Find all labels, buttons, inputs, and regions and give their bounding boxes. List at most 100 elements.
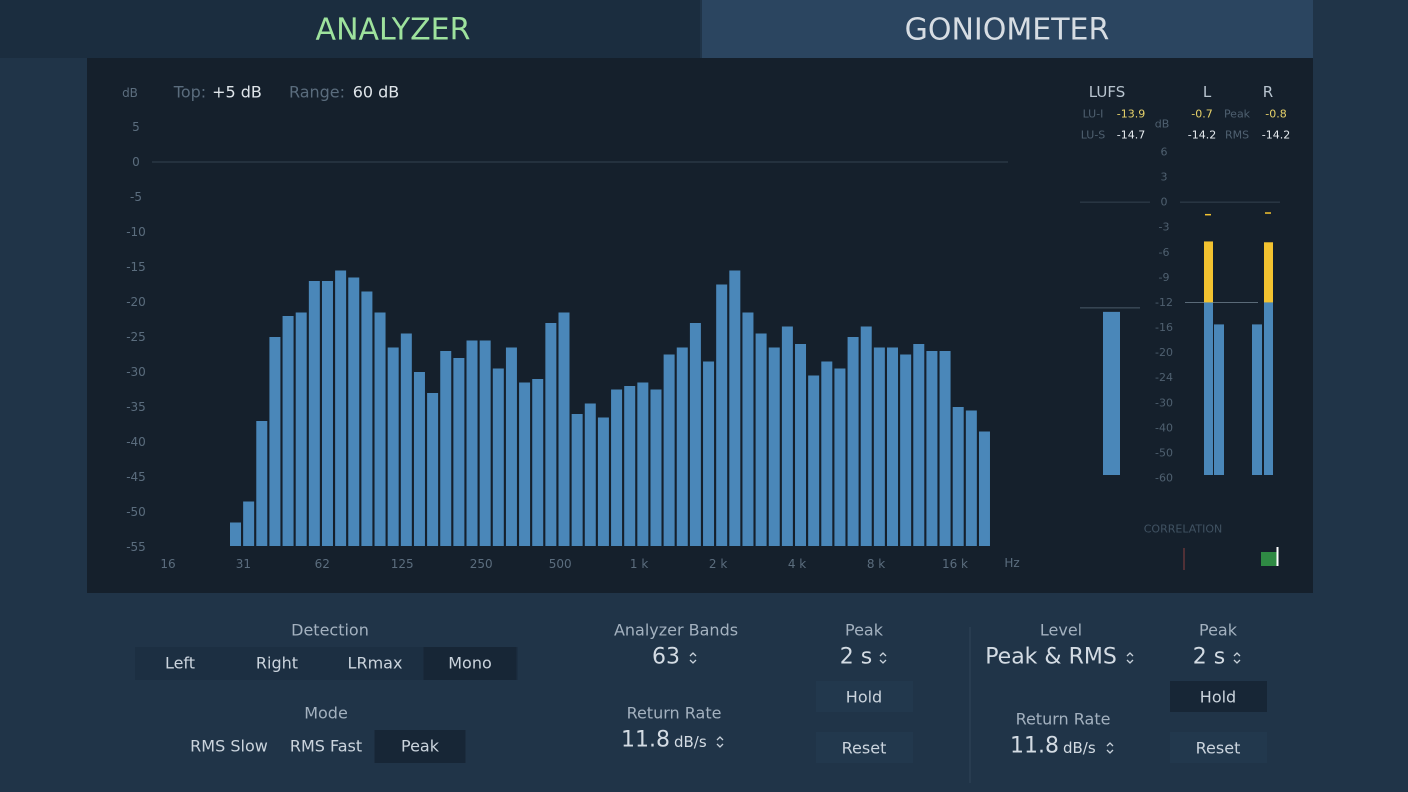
value[interactable]: 11.8: [621, 728, 670, 753]
meter-reading-label: RMS: [1225, 129, 1249, 142]
meter-title: L: [1203, 83, 1212, 101]
bar: [505, 347, 517, 546]
bar: [887, 347, 898, 546]
y-tick-label: -15: [126, 260, 146, 274]
bar: [427, 393, 439, 546]
option-button[interactable]: Mono: [448, 654, 492, 673]
top-value[interactable]: +5 dB: [212, 83, 262, 102]
bar: [545, 323, 557, 546]
control-label: Return Rate: [627, 704, 722, 723]
bar: [256, 421, 268, 546]
stepper-icon[interactable]: [716, 736, 724, 748]
stepper-icon[interactable]: [1233, 652, 1241, 664]
bar: [795, 344, 807, 546]
button[interactable]: [1170, 681, 1267, 712]
meter-tick-label: -16: [1155, 321, 1173, 334]
tab-label[interactable]: ANALYZER: [316, 13, 471, 48]
x-tick-label: 2 k: [709, 557, 727, 571]
x-tick-label: 8 k: [867, 557, 885, 571]
bar: [335, 270, 347, 546]
bar: [637, 382, 649, 546]
bar: [716, 284, 728, 546]
top-label: Top:: [173, 83, 206, 102]
bar: [466, 340, 478, 546]
y-tick-label: -10: [126, 225, 146, 239]
bar: [597, 417, 609, 546]
button-selected[interactable]: [374, 730, 466, 763]
button-label[interactable]: Hold: [1200, 688, 1236, 707]
y-tick-label: 0: [132, 155, 140, 169]
option-button[interactable]: LRmax: [348, 654, 403, 673]
option-button[interactable]: Right: [256, 654, 298, 673]
x-tick-label: 16 k: [942, 557, 968, 571]
bar: [413, 372, 425, 546]
bar: [926, 351, 938, 546]
button-label[interactable]: Reset: [842, 739, 887, 758]
bar: [965, 410, 977, 546]
value[interactable]: Peak & RMS: [985, 645, 1117, 670]
bar: [650, 389, 662, 546]
tab-label[interactable]: GONIOMETER: [905, 13, 1110, 48]
bar: [742, 312, 754, 546]
meter-tick-label: -12: [1155, 296, 1173, 309]
value[interactable]: 2 s: [1193, 645, 1225, 670]
bar: [282, 316, 294, 546]
y-tick-label: -30: [126, 365, 146, 379]
button-label[interactable]: Hold: [846, 688, 882, 707]
range-value[interactable]: 60 dB: [353, 83, 400, 102]
bar: [821, 361, 833, 546]
meter-bar-peak: [1264, 242, 1273, 303]
value[interactable]: 2 s: [840, 645, 872, 670]
bar: [939, 351, 951, 546]
y-tick-label: -45: [126, 470, 146, 484]
meter-tick-label: 6: [1161, 146, 1168, 159]
tab[interactable]: [702, 0, 1313, 58]
tab[interactable]: [0, 0, 700, 58]
control-label: Mode: [304, 704, 348, 723]
stepper-icon[interactable]: [1126, 652, 1134, 664]
stepper-icon[interactable]: [879, 652, 887, 664]
meter-tick-label: -50: [1155, 446, 1173, 459]
meter-tick-label: -3: [1159, 221, 1170, 234]
bar: [703, 361, 715, 546]
meter-reading: -14.7: [1117, 129, 1145, 142]
option-button[interactable]: RMS Slow: [190, 737, 268, 756]
y-tick-label: 5: [132, 120, 140, 134]
meter-reading-label: LU-I: [1083, 108, 1104, 121]
meter-bar: [1252, 324, 1262, 475]
bar: [768, 347, 780, 546]
bar: [321, 281, 333, 546]
stepper-icon[interactable]: [1106, 742, 1114, 754]
bar: [860, 326, 872, 546]
value[interactable]: 63: [652, 645, 680, 670]
meter-bar-peak: [1204, 241, 1213, 303]
y-tick-label: -55: [126, 540, 146, 554]
bar: [873, 347, 885, 546]
bar: [295, 312, 307, 546]
button[interactable]: [816, 732, 913, 763]
option-button[interactable]: Left: [165, 654, 195, 673]
meter-bar: [1214, 324, 1224, 475]
value[interactable]: 11.8: [1010, 734, 1059, 759]
button[interactable]: [1170, 732, 1267, 763]
control-label: Detection: [291, 621, 369, 640]
bar: [808, 375, 820, 546]
meter-tick-label: -40: [1155, 421, 1173, 434]
option-button[interactable]: Peak: [401, 737, 440, 756]
bar: [689, 323, 701, 546]
bar: [374, 312, 386, 546]
stepper-icon[interactable]: [689, 652, 697, 664]
bar: [978, 431, 990, 546]
meter-tick-label: -30: [1155, 396, 1173, 409]
meter-tick-label: -20: [1155, 346, 1173, 359]
button[interactable]: [816, 681, 913, 712]
button-selected[interactable]: [423, 647, 517, 680]
control-label: Analyzer Bands: [614, 621, 738, 640]
option-button[interactable]: RMS Fast: [290, 737, 362, 756]
y-tick-label: -5: [130, 190, 142, 204]
meter-reading: -13.9: [1117, 108, 1145, 121]
button-label[interactable]: Reset: [1196, 739, 1241, 758]
bar: [440, 351, 452, 546]
